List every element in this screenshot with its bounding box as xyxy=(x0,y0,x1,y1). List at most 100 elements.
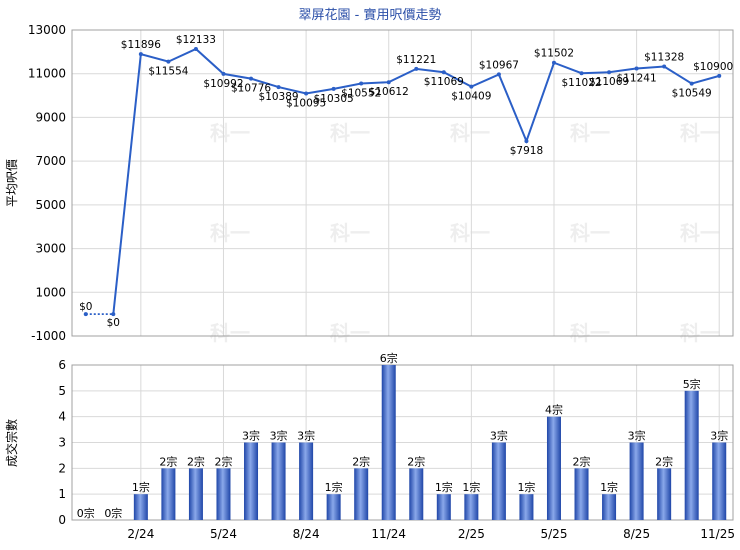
price-point xyxy=(607,70,612,75)
bar-data-label: 6宗 xyxy=(380,351,398,365)
price-point xyxy=(331,86,336,91)
price-data-label: $11502 xyxy=(534,48,574,60)
price-data-label: $12133 xyxy=(176,34,216,46)
x-tick-label: 2/24 xyxy=(127,527,154,541)
price-data-label: $10305 xyxy=(314,93,354,105)
price-data-label: $11554 xyxy=(148,66,188,78)
watermark-glyph: 科一 xyxy=(330,221,370,245)
price-data-label: $10612 xyxy=(369,86,409,98)
volume-bar xyxy=(381,365,396,520)
price-point xyxy=(166,59,171,64)
volume-bar xyxy=(354,468,369,520)
watermark-glyph: 科一 xyxy=(570,221,610,245)
watermark-glyph: 科一 xyxy=(330,121,370,145)
volume-bar xyxy=(271,442,286,520)
price-data-label: $11069 xyxy=(424,76,464,88)
volume-bar xyxy=(299,442,314,520)
bar-data-label: 1宗 xyxy=(325,480,343,494)
x-tick-label: 11/25 xyxy=(700,527,735,541)
price-data-label: $11241 xyxy=(617,72,657,84)
bar-data-label: 2宗 xyxy=(159,454,177,468)
bar-data-label: 2宗 xyxy=(187,454,205,468)
bar-data-label: 3宗 xyxy=(710,429,728,443)
watermark-glyph: 科一 xyxy=(450,121,490,145)
x-tick-label: 8/24 xyxy=(293,527,320,541)
watermark-glyph: 科一 xyxy=(570,321,610,345)
watermark-glyph: 科一 xyxy=(450,221,490,245)
price-point xyxy=(441,70,446,75)
x-tick-label: 8/25 xyxy=(623,527,650,541)
watermark-glyph: 科一 xyxy=(680,121,720,145)
bar-data-label: 2宗 xyxy=(655,454,673,468)
volume-bar xyxy=(546,416,561,520)
line-y-axis-label: 平均呎價 xyxy=(5,159,19,207)
bar-y-tick-label: 4 xyxy=(58,410,66,424)
bar-y-tick-label: 5 xyxy=(58,384,66,398)
price-point xyxy=(689,81,694,86)
price-point xyxy=(193,46,198,51)
watermark-glyph: 科一 xyxy=(210,221,250,245)
bar-data-label: 0宗 xyxy=(104,506,122,520)
x-tick-label: 5/25 xyxy=(541,527,568,541)
zero-data-label: $0 xyxy=(79,301,92,313)
price-data-label: $10095 xyxy=(286,97,326,109)
price-data-label: $11896 xyxy=(121,39,161,51)
volume-bar xyxy=(216,468,231,520)
chart-title: 翠屏花園 - 實用呎價走勢 xyxy=(299,7,442,23)
price-point xyxy=(249,76,254,81)
volume-bar xyxy=(712,442,727,520)
zero-data-label: $0 xyxy=(107,317,120,329)
price-data-label: $10409 xyxy=(451,91,491,103)
zero-point xyxy=(111,312,116,317)
line-y-tick-label: 3000 xyxy=(35,242,66,256)
watermark-glyph: 科一 xyxy=(570,121,610,145)
price-point xyxy=(662,64,667,69)
volume-bar xyxy=(326,494,341,520)
bar-data-label: 3宗 xyxy=(242,429,260,443)
price-data-label: $11069 xyxy=(589,76,629,88)
bar-data-label: 1宗 xyxy=(517,480,535,494)
bar-data-label: 2宗 xyxy=(352,454,370,468)
bar-data-label: 3宗 xyxy=(490,429,508,443)
price-point xyxy=(386,80,391,85)
x-tick-label: 2/25 xyxy=(458,527,485,541)
bar-y-axis-label: 成交宗數 xyxy=(4,419,19,467)
price-data-label: $10552 xyxy=(341,88,381,100)
price-point xyxy=(717,73,722,78)
x-tick-label: 5/24 xyxy=(210,527,237,541)
volume-bar xyxy=(519,494,534,520)
volume-bar xyxy=(491,442,506,520)
line-y-tick-label: 9000 xyxy=(35,110,66,124)
bar-data-label: 2宗 xyxy=(214,454,232,468)
x-tick-label: 11/24 xyxy=(371,527,406,541)
volume-bar xyxy=(602,494,617,520)
bar-data-label: 1宗 xyxy=(462,480,480,494)
price-point xyxy=(221,71,226,76)
price-data-label: $10776 xyxy=(231,83,271,95)
bar-data-label: 5宗 xyxy=(683,377,701,391)
price-data-label: $10992 xyxy=(203,78,243,90)
line-plot-frame xyxy=(71,29,734,337)
price-data-label: $11221 xyxy=(396,54,436,66)
price-line-chart: -1000 1000 3000 5000 7000 9000 11000 13000 平均呎價… xyxy=(5,23,734,343)
price-point xyxy=(551,60,556,65)
line-y-tick-label: 5000 xyxy=(35,198,66,212)
price-point xyxy=(138,52,143,57)
bar-data-label: 3宗 xyxy=(270,429,288,443)
price-data-label: $11022 xyxy=(561,77,601,89)
bar-data-label: 1宗 xyxy=(435,480,453,494)
bar-data-label: 2宗 xyxy=(407,454,425,468)
price-point xyxy=(359,81,364,86)
price-data-label: $11328 xyxy=(644,52,684,64)
line-y-tick-label: -1000 xyxy=(31,329,66,343)
watermark-glyph: 科一 xyxy=(680,221,720,245)
bar-plot-frame xyxy=(71,364,734,521)
price-data-label: $10967 xyxy=(479,59,519,71)
volume-bar xyxy=(684,390,699,520)
volume-bar xyxy=(188,468,203,520)
zero-point xyxy=(83,312,88,317)
bar-data-label: 3宗 xyxy=(297,429,315,443)
line-y-tick-label: 11000 xyxy=(28,67,66,81)
